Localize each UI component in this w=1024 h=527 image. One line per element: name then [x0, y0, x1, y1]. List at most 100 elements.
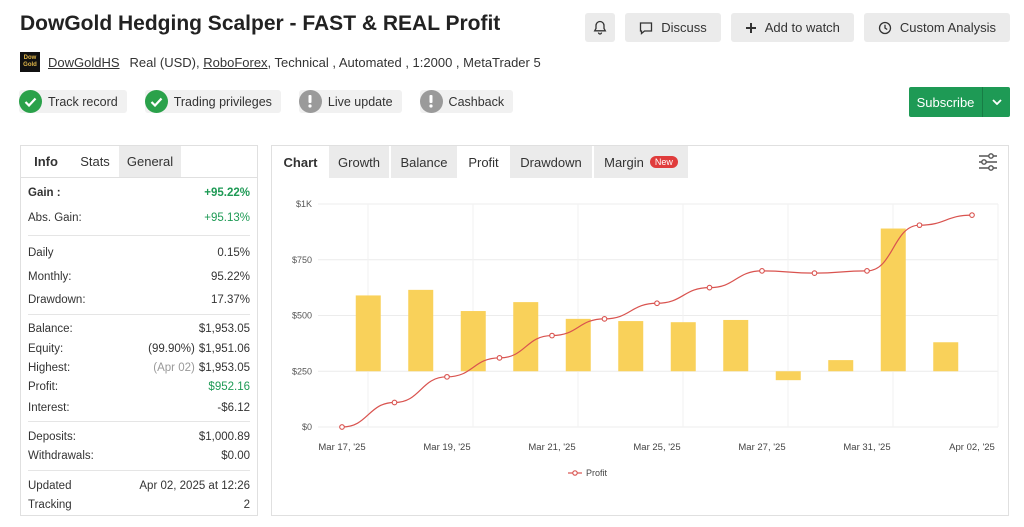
- data-point: [759, 268, 765, 274]
- add-to-watch-button[interactable]: Add to watch: [730, 13, 854, 42]
- bar: [828, 360, 854, 372]
- stats-panel: Info Stats General Gain : +95.22% Abs. Ga…: [20, 145, 258, 516]
- stat-withdrawals: Withdrawals: $0.00: [28, 449, 250, 462]
- y-tick-label: $250: [292, 366, 312, 376]
- exclamation-icon: [298, 90, 322, 113]
- bar: [933, 342, 959, 372]
- stat-gain: Gain : +95.22%: [28, 186, 250, 199]
- y-tick-label: $1K: [296, 199, 312, 209]
- author-logo: Dow Gold: [20, 52, 40, 72]
- stat-daily: Daily 0.15%: [28, 246, 250, 259]
- account-type: Real (USD),: [129, 54, 200, 70]
- stats-tabs: Info Stats General: [21, 146, 257, 178]
- x-tick-label: Mar 25, '25: [633, 442, 680, 453]
- check-icon: [19, 90, 42, 113]
- data-point: [391, 399, 398, 406]
- bar: [775, 371, 801, 381]
- chart-settings-button[interactable]: [978, 153, 998, 176]
- stat-monthly: Monthly: 95.22%: [28, 270, 250, 283]
- x-tick-label: Mar 31, '25: [843, 442, 890, 453]
- data-point: [864, 268, 870, 274]
- stat-balance: Balance: $1,953.05: [28, 322, 250, 335]
- tab-drawdown[interactable]: Drawdown: [510, 146, 592, 178]
- bar: [670, 322, 696, 372]
- x-tick-label: Mar 21, '25: [528, 442, 575, 453]
- discuss-button[interactable]: Discuss: [625, 13, 721, 42]
- tab-info[interactable]: Info: [21, 146, 71, 177]
- plus-icon: [745, 22, 756, 33]
- divider: [28, 470, 250, 471]
- chevron-down-icon: [991, 99, 1002, 105]
- discuss-label: Discuss: [661, 20, 707, 35]
- stat-interest: Interest: -$6.12: [28, 401, 250, 414]
- subscribe-label[interactable]: Subscribe: [916, 94, 975, 110]
- badge-cashback[interactable]: Cashback: [419, 90, 514, 113]
- broker-link[interactable]: RoboForex: [203, 54, 268, 70]
- bar: [513, 302, 539, 372]
- notification-button[interactable]: [585, 13, 616, 42]
- legend-marker: [572, 470, 578, 476]
- stat-highest: Highest: (Apr 02) $1,953.05: [28, 361, 250, 374]
- tab-profit[interactable]: Profit: [468, 154, 499, 170]
- page-title: DowGold Hedging Scalper - FAST & REAL Pr…: [20, 12, 501, 35]
- add-to-watch-label: Add to watch: [764, 20, 840, 35]
- custom-analysis-label: Custom Analysis: [899, 20, 996, 35]
- data-point: [444, 373, 450, 380]
- data-point: [601, 315, 608, 322]
- subscribe-dropdown[interactable]: [983, 99, 1010, 105]
- chart-tabs: Chart Growth Balance Profit Drawdown Mar…: [272, 146, 1008, 178]
- y-tick-label: $750: [292, 255, 312, 265]
- data-point: [706, 284, 713, 291]
- x-tick-label: Mar 27, '25: [738, 442, 785, 453]
- badge-live-update[interactable]: Live update: [298, 90, 402, 113]
- x-tick-label: Apr 02, '25: [949, 442, 995, 453]
- tab-balance[interactable]: Balance: [391, 146, 457, 178]
- tab-margin[interactable]: Margin New: [594, 146, 688, 178]
- badge-label: Cashback: [448, 94, 505, 109]
- bar: [460, 311, 486, 372]
- stat-profit: Profit: $952.16: [28, 380, 250, 393]
- data-point: [496, 355, 503, 361]
- sliders-icon: [979, 153, 997, 171]
- author-link[interactable]: DowGoldHS: [48, 54, 120, 70]
- stat-drawdown: Drawdown: 17.37%: [28, 293, 250, 306]
- data-point: [654, 300, 660, 307]
- data-point: [969, 212, 975, 219]
- badge-trading-privileges[interactable]: Trading privileges: [144, 90, 281, 113]
- signal-meta: Dow Gold DowGoldHS Real (USD), RoboForex …: [20, 52, 541, 72]
- account-details: , Technical , Automated , 1:2000 , MetaT…: [267, 54, 541, 70]
- divider: [982, 87, 983, 117]
- stat-deposits: Deposits: $1,000.89: [28, 430, 250, 443]
- badge-label: Track record: [48, 94, 118, 109]
- series-line-profit: [341, 214, 973, 428]
- badge-label: Live update: [327, 94, 393, 109]
- divider: [28, 235, 250, 236]
- custom-analysis-button[interactable]: Custom Analysis: [863, 13, 1010, 42]
- x-tick-label: Mar 19, '25: [423, 442, 470, 453]
- new-badge: New: [649, 156, 678, 168]
- bell-icon: [593, 20, 607, 35]
- exclamation-icon: [419, 90, 443, 113]
- stat-updated: Updated Apr 02, 2025 at 12:26: [28, 479, 250, 492]
- tab-chart[interactable]: Chart: [283, 154, 318, 170]
- y-tick-label: $500: [292, 311, 312, 321]
- stat-tracking: Tracking 2: [28, 498, 250, 511]
- data-point: [916, 222, 923, 229]
- tab-margin-label: Margin: [604, 154, 644, 170]
- legend-label: Profit: [586, 468, 608, 478]
- top-actions: Discuss Add to watch Custom Analysis: [585, 13, 1010, 42]
- divider: [28, 421, 250, 422]
- tab-general[interactable]: General: [119, 146, 181, 177]
- stat-abs-gain: Abs. Gain: +95.13%: [28, 211, 250, 224]
- x-tick-label: Mar 17, '25: [318, 442, 365, 453]
- status-badges: Track record Trading privileges Live upd…: [19, 90, 514, 113]
- bar: [880, 228, 906, 372]
- tab-stats[interactable]: Stats: [71, 146, 119, 177]
- chat-icon: [640, 21, 653, 35]
- bar: [723, 319, 749, 372]
- tab-growth[interactable]: Growth: [329, 146, 389, 178]
- stat-equity: Equity: (99.90%) $1,951.06: [28, 342, 250, 355]
- bar: [618, 321, 644, 372]
- bar: [355, 295, 381, 372]
- badge-track-record[interactable]: Track record: [19, 90, 127, 113]
